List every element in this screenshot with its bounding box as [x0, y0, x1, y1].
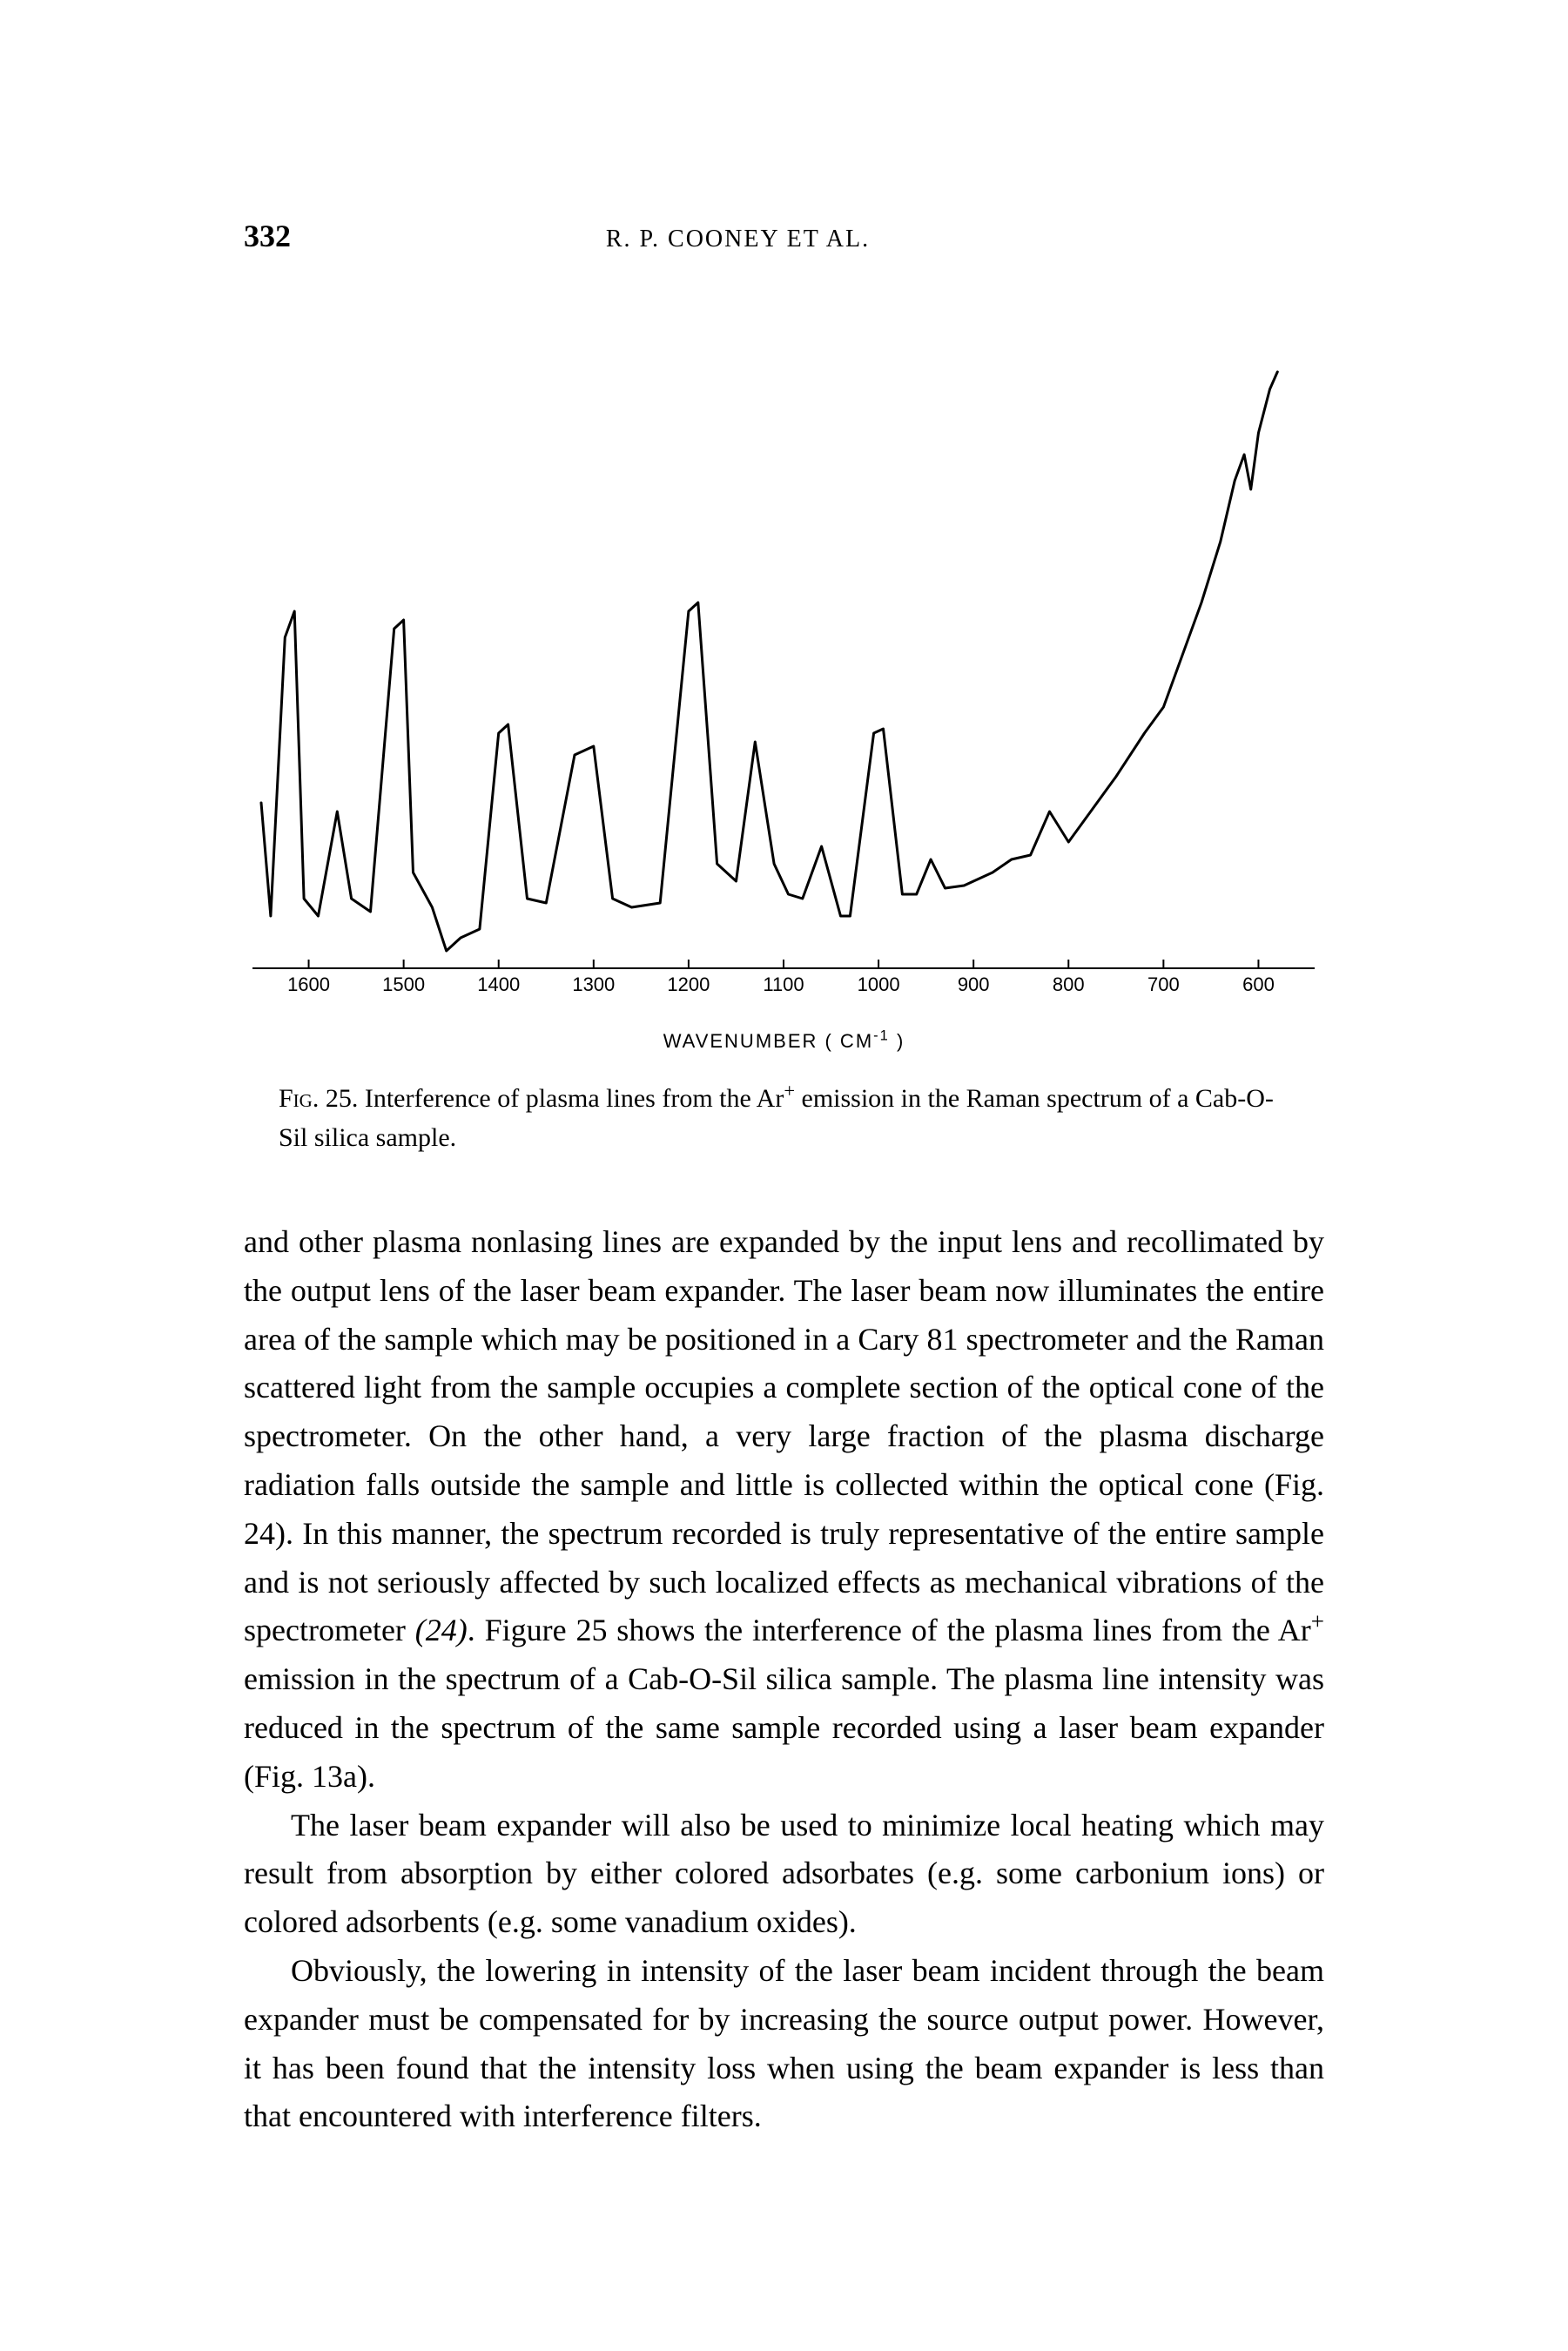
- paragraph-2: The laser beam expander will also be use…: [244, 1802, 1324, 1947]
- figure-25: 1600 1500 1400 1300 1200 1100 1000 900 800 700 600…: [244, 359, 1324, 1053]
- paragraph-1: and other plasma nonlasing lines are exp…: [244, 1218, 1324, 1802]
- body-text: and other plasma nonlasing lines are exp…: [244, 1218, 1324, 2141]
- figure-caption: Fig. 25. Interference of plasma lines fr…: [279, 1079, 1289, 1157]
- svg-text:1300: 1300: [572, 973, 615, 995]
- paragraph-3: Obviously, the lowering in intensity of …: [244, 1947, 1324, 2141]
- page-number: 332: [244, 218, 291, 254]
- svg-text:1400: 1400: [477, 973, 520, 995]
- svg-text:700: 700: [1147, 973, 1180, 995]
- figure-label: Fig. 25.: [279, 1084, 358, 1113]
- svg-text:600: 600: [1242, 973, 1275, 995]
- svg-text:1600: 1600: [287, 973, 330, 995]
- page: 332 R. P. COONEY ET AL. 1600 1500 1400 1300…: [0, 0, 1568, 2351]
- svg-text:900: 900: [958, 973, 990, 995]
- x-axis-label: WAVENUMBER ( CM-1 ): [244, 1030, 1324, 1053]
- running-head: R. P. COONEY ET AL.: [606, 226, 870, 253]
- spectrum-chart: 1600 1500 1400 1300 1200 1100 1000 900 800 700 600: [244, 359, 1323, 1021]
- svg-text:1100: 1100: [763, 973, 804, 995]
- svg-text:1200: 1200: [667, 973, 710, 995]
- svg-text:1500: 1500: [382, 973, 425, 995]
- svg-text:1000: 1000: [858, 973, 900, 995]
- figure-caption-text: Interference of plasma lines from the Ar…: [279, 1084, 1274, 1152]
- page-header: 332 R. P. COONEY ET AL.: [244, 218, 1324, 254]
- svg-text:800: 800: [1053, 973, 1085, 995]
